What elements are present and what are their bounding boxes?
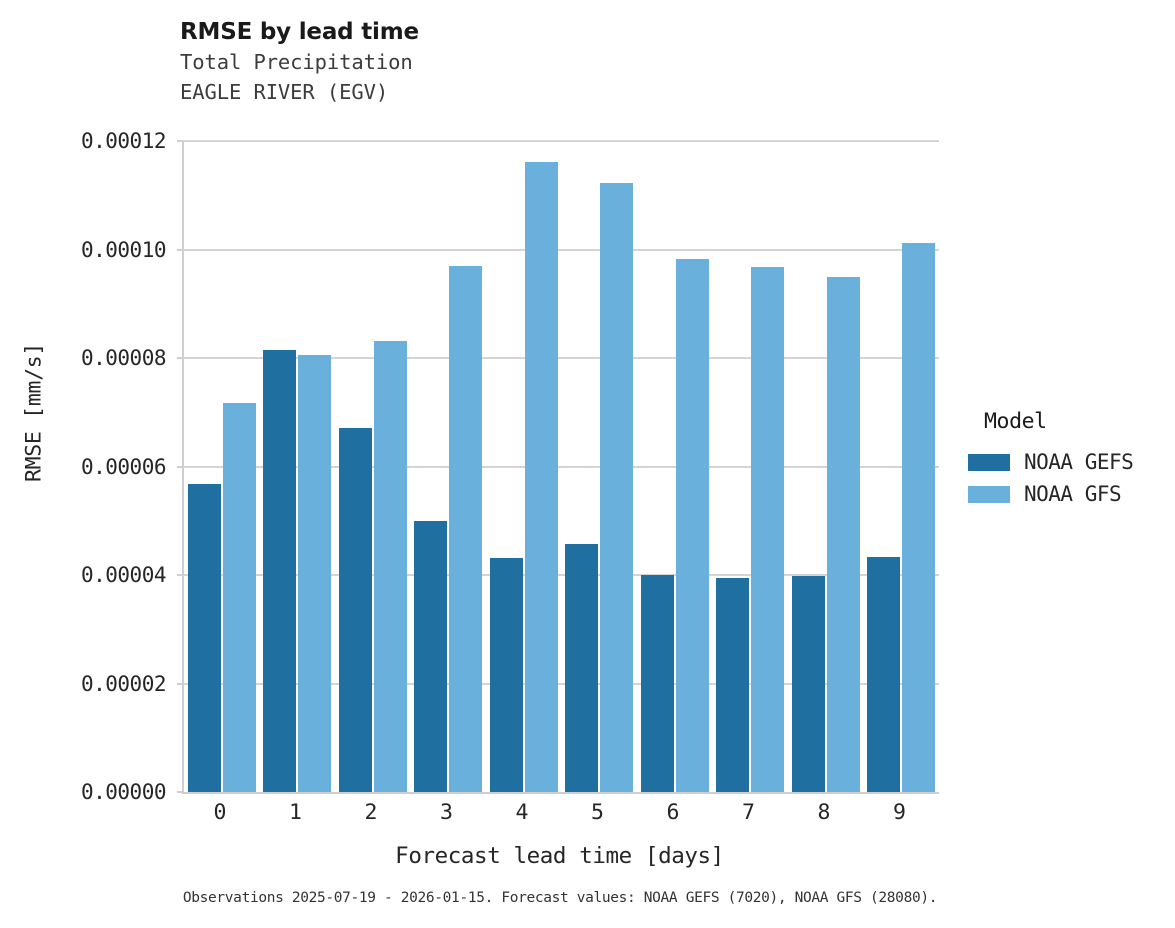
- bar[interactable]: [414, 520, 448, 792]
- bar[interactable]: [222, 402, 256, 792]
- legend-item-label: NOAA GEFS: [1024, 450, 1134, 474]
- y-axis-tick: [177, 248, 184, 251]
- bar-group: [788, 141, 864, 792]
- bar[interactable]: [298, 354, 332, 792]
- gridline: [184, 248, 939, 251]
- y-axis-tick: [177, 574, 184, 576]
- bar[interactable]: [867, 557, 901, 792]
- y-axis-tick: [177, 791, 184, 793]
- plot-area: [177, 140, 939, 794]
- x-axis-tick-label: 3: [440, 800, 453, 825]
- legend-swatch-icon: [968, 453, 1010, 471]
- y-axis-tick-label: 0.00000: [80, 780, 167, 804]
- bar[interactable]: [716, 578, 750, 792]
- y-axis-tick: [177, 682, 184, 685]
- gridline: [184, 465, 939, 468]
- x-axis-tick-label: 4: [515, 800, 529, 825]
- chart-subtitle-variable: Total Precipitation: [180, 50, 413, 74]
- bars-layer: [184, 141, 939, 792]
- bar-group: [260, 141, 336, 792]
- y-axis-tick: [177, 465, 184, 468]
- bar[interactable]: [373, 340, 407, 792]
- bar-group: [562, 141, 638, 792]
- x-axis-tick-label: 9: [893, 800, 906, 825]
- legend-title: Model: [984, 409, 1047, 434]
- bar-group: [411, 141, 487, 792]
- gridline: [184, 357, 939, 359]
- bar-group: [486, 141, 562, 792]
- bar-group: [864, 141, 940, 792]
- bar[interactable]: [675, 258, 709, 792]
- bar-group: [637, 141, 713, 792]
- bar-group: [335, 141, 411, 792]
- x-axis-tick-label: 5: [591, 800, 604, 825]
- page-title: RMSE by lead time: [180, 19, 419, 45]
- bar[interactable]: [565, 543, 599, 792]
- x-axis-tick-labels: 0 1 2 3 4 5 6 7 8 9: [182, 800, 937, 834]
- x-axis-tick-label: 0: [213, 800, 227, 825]
- x-axis-tick-label: 7: [742, 800, 755, 825]
- gridline: [184, 574, 939, 576]
- gridline: [184, 682, 939, 685]
- bar-group: [184, 141, 260, 792]
- y-axis-tick-label: 0.00008: [80, 346, 167, 370]
- bar[interactable]: [826, 276, 860, 792]
- y-axis-tick-labels: 0.00000 0.00002 0.00004 0.00006 0.00008 0.000…: [0, 129, 167, 804]
- bar[interactable]: [600, 183, 634, 792]
- y-axis-tick: [177, 140, 184, 142]
- bar[interactable]: [524, 162, 558, 792]
- legend-item-label: NOAA GFS: [1024, 482, 1122, 506]
- bar[interactable]: [449, 265, 483, 792]
- x-axis-tick-label: 2: [364, 800, 378, 825]
- bar[interactable]: [902, 243, 936, 792]
- legend-swatch-icon: [968, 485, 1010, 503]
- bar[interactable]: [640, 575, 674, 792]
- y-axis-tick-label: 0.00006: [80, 454, 167, 479]
- bar[interactable]: [751, 267, 785, 792]
- bar[interactable]: [263, 349, 297, 792]
- x-axis-tick-label: 1: [289, 800, 302, 825]
- gridline: [184, 140, 939, 142]
- y-axis-tick-label: 0.00010: [80, 237, 167, 262]
- legend-entries: NOAA GEFS NOAA GFS: [968, 446, 1173, 510]
- chart-header: RMSE by lead time Total Precipitation EA…: [180, 18, 940, 107]
- bar-group: [713, 141, 789, 792]
- bar[interactable]: [338, 427, 372, 792]
- y-axis-tick: [177, 357, 184, 359]
- footer-caption: Observations 2025-07-19 - 2026-01-15. Fo…: [182, 890, 938, 906]
- x-axis-title: Forecast lead time [days]: [395, 843, 724, 869]
- bar[interactable]: [791, 575, 825, 792]
- y-axis-tick-label: 0.00004: [80, 563, 167, 587]
- y-axis-tick-label: 0.00012: [80, 129, 167, 153]
- bar[interactable]: [489, 558, 523, 792]
- x-axis-tick-label: 8: [817, 800, 831, 825]
- x-axis-tick-label: 6: [666, 800, 680, 825]
- legend: Model NOAA GEFS NOAA GFS: [968, 409, 1173, 510]
- chart-subtitle-station: EAGLE RIVER (EGV): [180, 80, 389, 104]
- bar[interactable]: [187, 484, 221, 792]
- legend-item[interactable]: NOAA GFS: [968, 478, 1173, 510]
- legend-item[interactable]: NOAA GEFS: [968, 446, 1173, 478]
- y-axis-tick-label: 0.00002: [80, 671, 167, 696]
